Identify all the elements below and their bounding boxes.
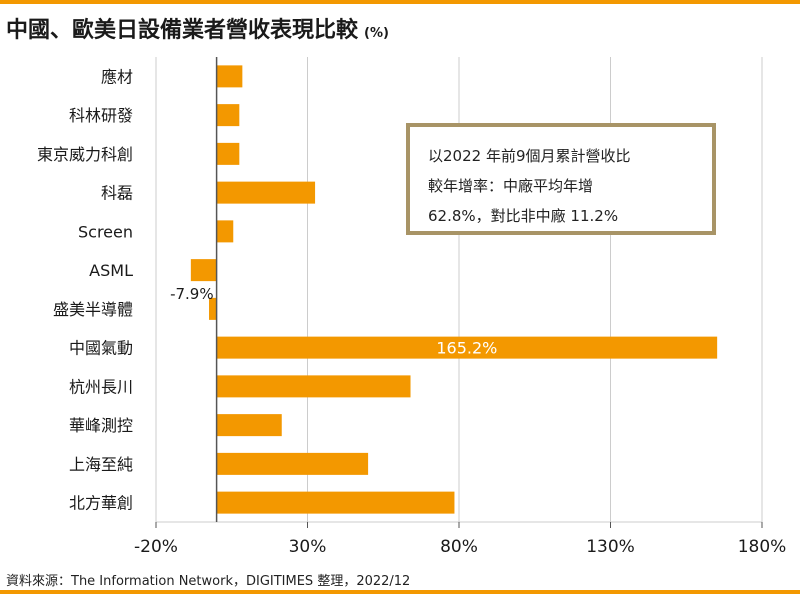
chart-unit: (%) (364, 26, 389, 41)
chart-header: 中國、歐美日設備業者營收表現比較 (%) (6, 12, 389, 44)
top-accent-bar (0, 0, 800, 4)
bar (209, 297, 217, 320)
x-tick-label: -20% (134, 537, 178, 557)
bar (216, 220, 234, 243)
bar (190, 259, 217, 282)
x-tick-label: 30% (289, 537, 327, 557)
bar (216, 414, 282, 437)
category-label: 應材 (101, 67, 133, 86)
category-label: 上海至純 (69, 455, 133, 474)
category-label: 盛美半導體 (53, 300, 133, 319)
category-label: 科林研發 (69, 106, 133, 125)
source-note: 資料來源：The Information Network，DIGITIMES 整… (6, 574, 411, 589)
category-label: 中國氣動 (69, 339, 133, 358)
category-label: 華峰測控 (69, 416, 133, 435)
category-label: ASML (89, 261, 133, 280)
bar (216, 65, 243, 88)
data-label: -7.9% (170, 285, 214, 303)
annotation-line: 62.8%，對比非中廠 11.2% (428, 207, 619, 225)
bar (216, 336, 718, 359)
annotation-line: 以2022 年前9個月累計營收比 (428, 147, 631, 165)
annotation-line: 較年增率：中廠平均年增 (428, 177, 594, 195)
category-label: Screen (78, 222, 133, 241)
category-label: 東京威力科創 (37, 145, 133, 164)
bar (216, 452, 369, 475)
bar (216, 491, 455, 514)
bar (216, 142, 240, 165)
chart-title: 中國、歐美日設備業者營收表現比較 (6, 18, 359, 43)
annotation-box: 以2022 年前9個月累計營收比 較年增率：中廠平均年增 62.8%，對比非中廠… (406, 123, 716, 235)
bar (216, 181, 316, 204)
x-tick-label: 180% (738, 537, 787, 557)
category-label: 科磊 (101, 184, 133, 203)
category-label: 杭州長川 (69, 377, 133, 396)
data-label: 165.2% (436, 339, 497, 358)
x-tick-label: 80% (440, 537, 478, 557)
bottom-accent-bar (0, 590, 800, 594)
category-label: 北方華創 (69, 494, 133, 513)
bar (216, 104, 240, 127)
bar (216, 375, 411, 398)
x-tick-label: 130% (586, 537, 635, 557)
